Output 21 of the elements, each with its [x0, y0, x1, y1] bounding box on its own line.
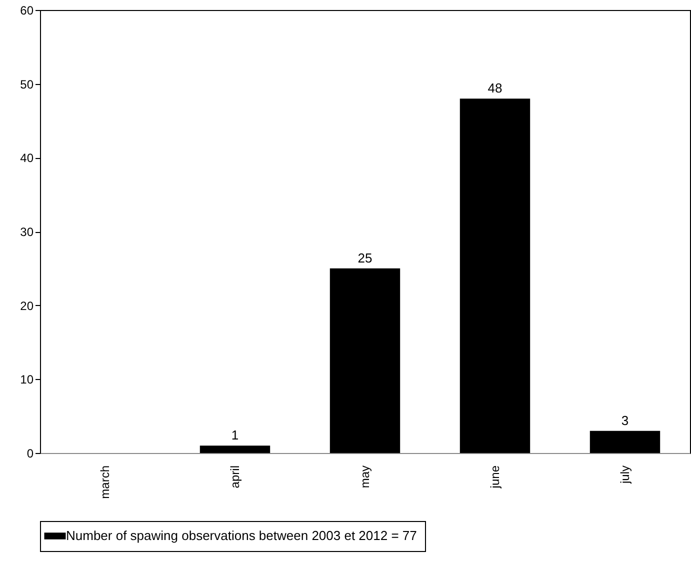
bar: [200, 446, 270, 453]
data-label: 3: [621, 412, 629, 428]
bar: [460, 98, 530, 453]
y-tick-label: 50: [20, 77, 34, 92]
y-tick-label: 30: [20, 225, 34, 239]
y-tick-label: 10: [20, 372, 34, 387]
y-tick-label: 20: [20, 298, 34, 313]
data-label: 25: [358, 250, 372, 266]
bar: [590, 430, 660, 453]
x-tick-label: july: [618, 466, 632, 485]
legend-label: Number of spawing observations between 2003 et 2012 = 77: [66, 528, 417, 543]
data-label: 48: [488, 80, 502, 96]
y-tick-label: 0: [26, 446, 34, 460]
x-tick-label: june: [488, 465, 502, 490]
y-tick-label: 40: [20, 151, 34, 166]
x-tick-label: may: [358, 466, 372, 488]
y-tick-label: 60: [20, 4, 34, 18]
bar: [330, 268, 400, 453]
data-label: 1: [231, 428, 239, 443]
x-tick-label: april: [228, 466, 242, 488]
x-tick-label: march: [98, 466, 112, 499]
